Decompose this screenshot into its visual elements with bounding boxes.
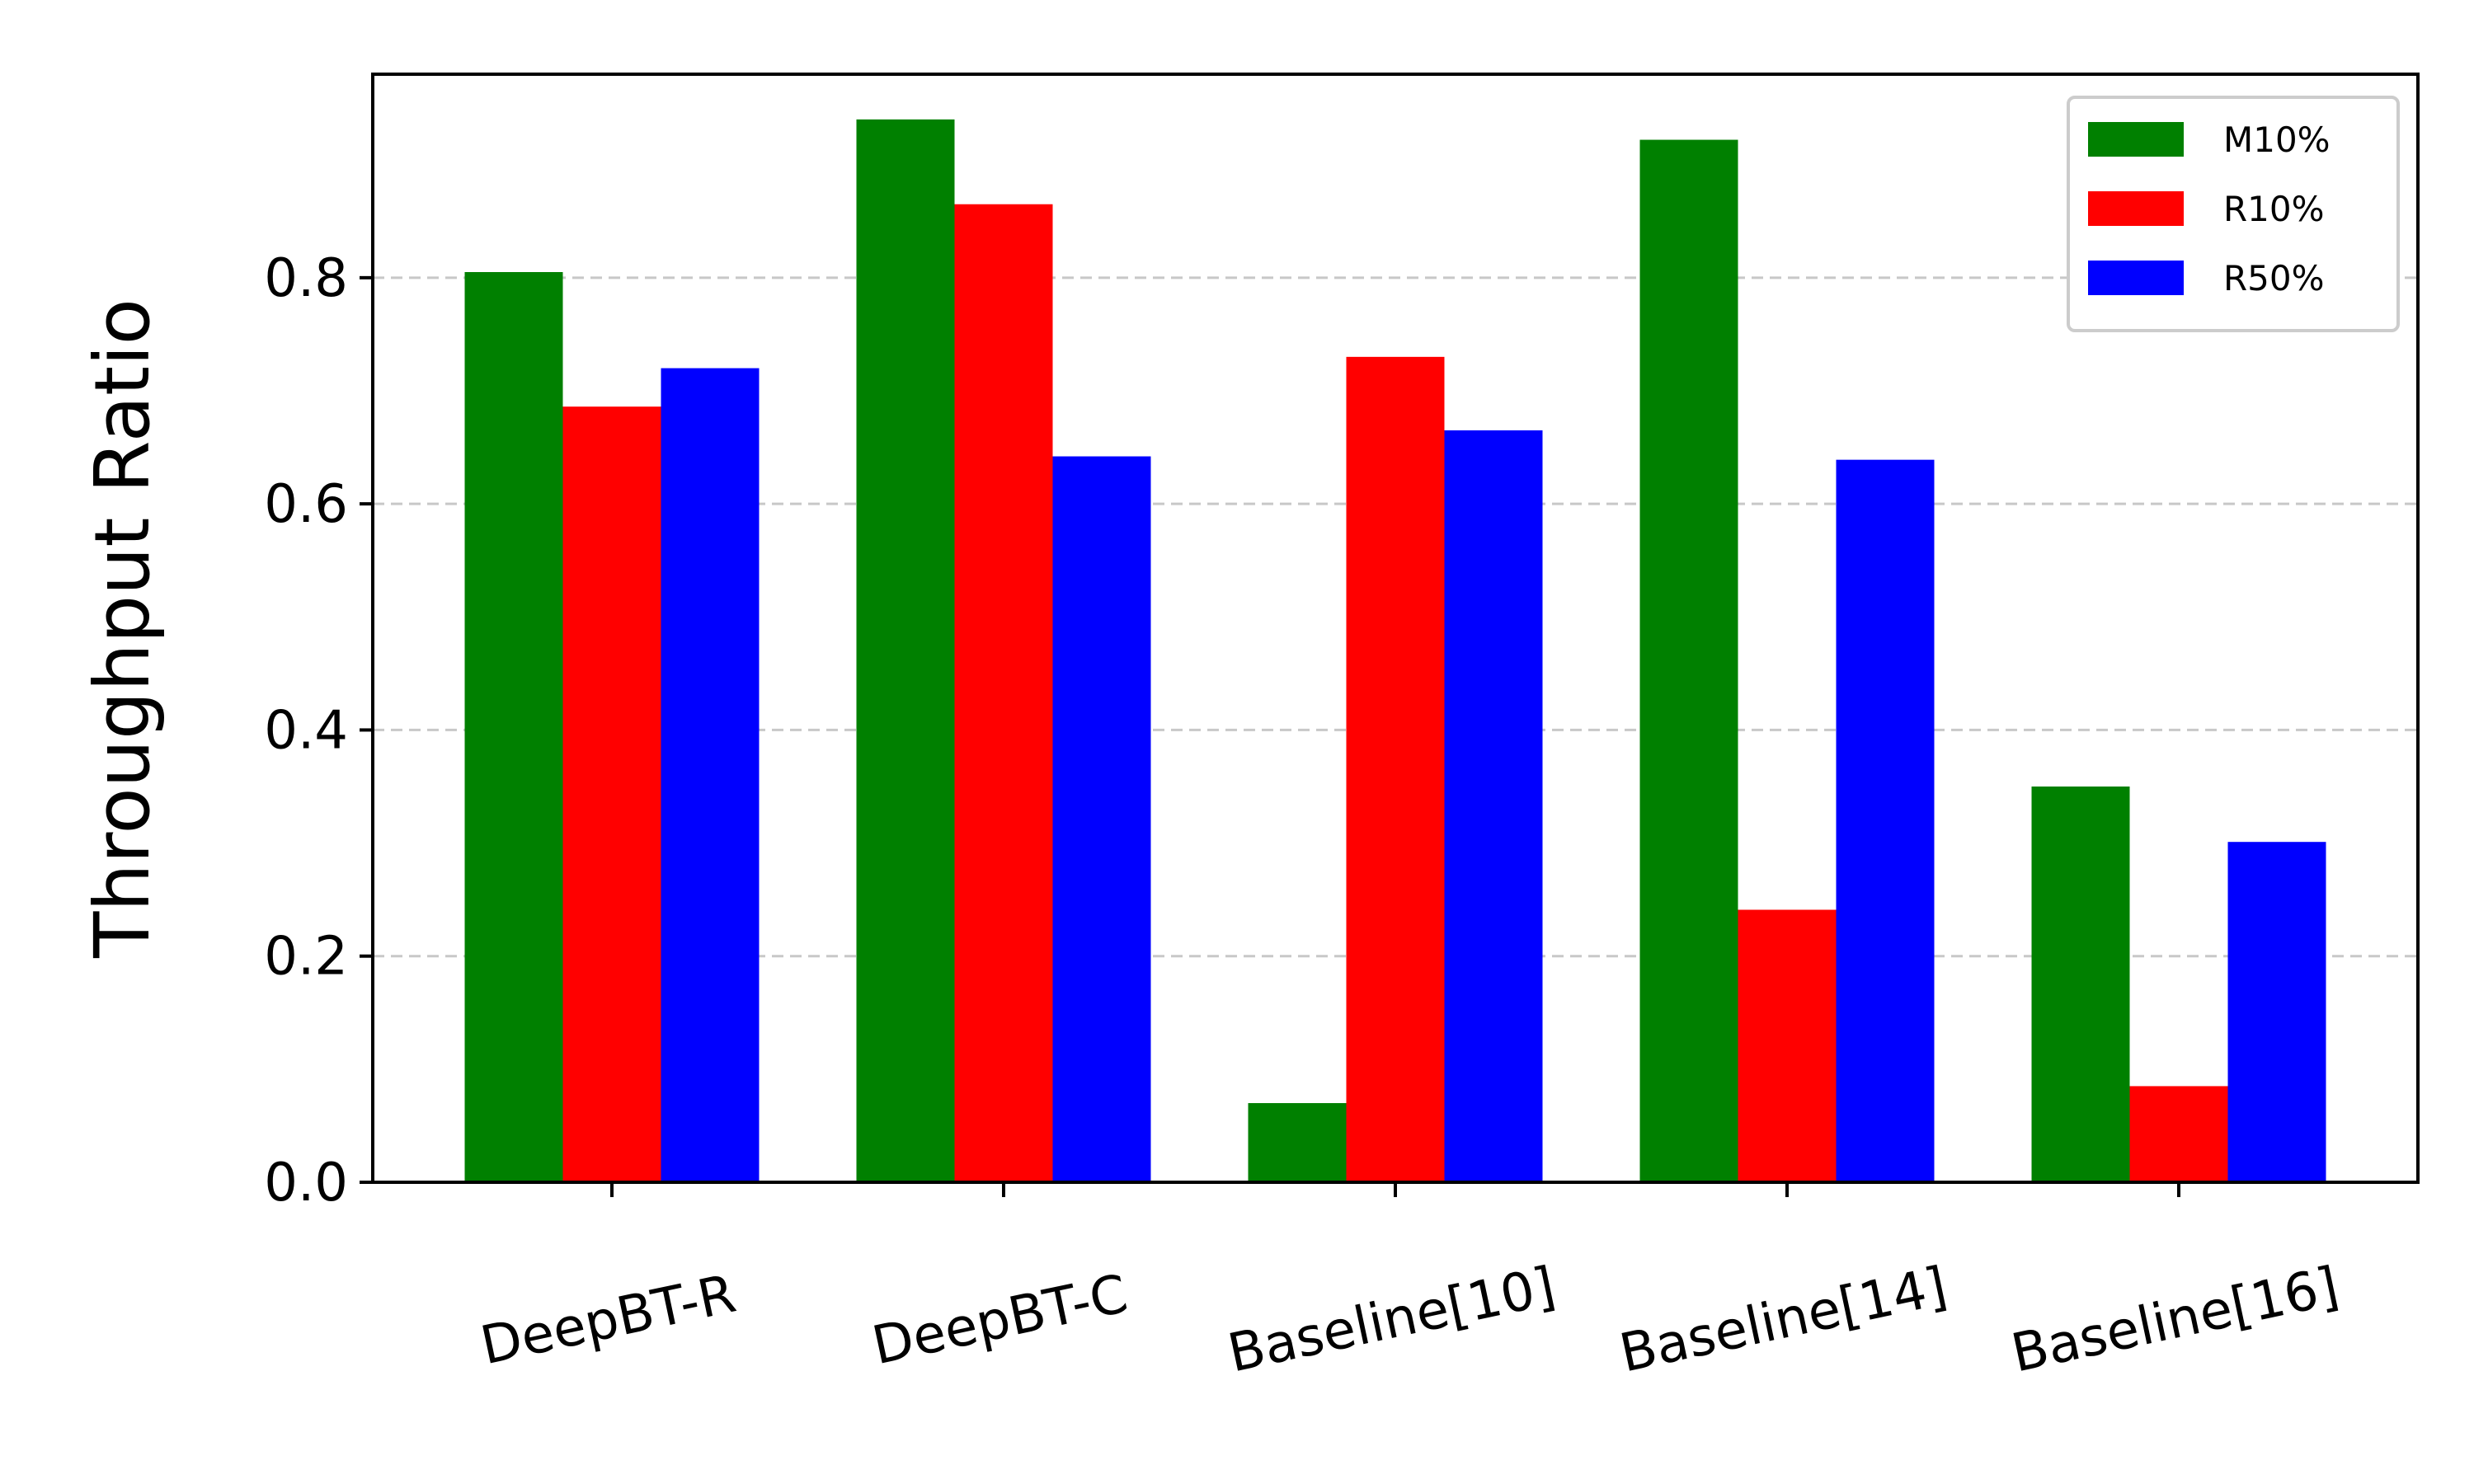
bar-r10pct-baseline-14- <box>1738 909 1837 1182</box>
legend-swatch <box>2088 261 2184 295</box>
legend-label: R50% <box>2223 258 2325 298</box>
legend-label: R10% <box>2223 189 2325 229</box>
bar-m10pct-baseline-16- <box>2031 787 2130 1182</box>
y-tick-label: 0.4 <box>264 700 348 761</box>
y-axis: 0.0 0.2 0.4 0.6 0.8 <box>264 248 373 1214</box>
legend-swatch <box>2088 122 2184 157</box>
legend: M10% R10% R50% <box>2067 96 2400 332</box>
y-tick-label: 0.0 <box>264 1153 348 1214</box>
bar-m10pct-deepbt-r <box>464 272 563 1182</box>
bar-r10pct-baseline-16- <box>2129 1086 2228 1182</box>
bars <box>464 119 2326 1183</box>
bar-r10pct-deepbt-r <box>562 406 661 1182</box>
bar-r50pct-baseline-10- <box>1444 430 1543 1182</box>
bar-r10pct-deepbt-c <box>954 204 1053 1183</box>
bar-r50pct-deepbt-c <box>1052 456 1151 1182</box>
bar-r10pct-baseline-10- <box>1346 356 1445 1182</box>
bar-m10pct-baseline-14- <box>1639 139 1738 1183</box>
legend-label: M10% <box>2223 120 2331 160</box>
bar-r50pct-baseline-16- <box>2227 842 2326 1182</box>
y-axis-label: Throughput Ratio <box>78 298 167 959</box>
bar-m10pct-deepbt-c <box>856 119 955 1182</box>
y-tick-label: 0.8 <box>264 248 348 309</box>
y-tick-label: 0.6 <box>264 474 348 535</box>
legend-swatch <box>2088 191 2184 226</box>
bar-r50pct-deepbt-r <box>661 368 760 1183</box>
bar-r50pct-baseline-14- <box>1836 459 1935 1182</box>
bar-m10pct-baseline-10- <box>1248 1103 1347 1182</box>
y-tick-label: 0.2 <box>264 927 348 988</box>
